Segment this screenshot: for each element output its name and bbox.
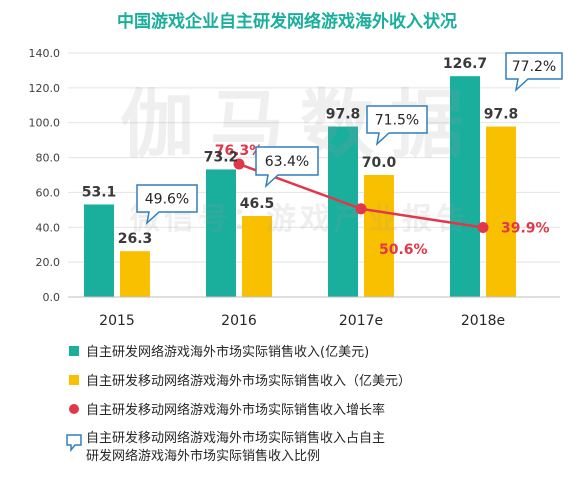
bar [84, 204, 114, 297]
bar [486, 126, 516, 297]
chart-title: 中国游戏企业自主研发网络游戏海外收入状况 [117, 11, 457, 32]
ratio-callout-box [136, 184, 198, 226]
growth-point [233, 158, 245, 170]
ratio-callout-box [255, 146, 319, 189]
y-tick-label: 60.0 [36, 186, 61, 199]
legend-label: 自主研发网络游戏海外市场实际销售收入(亿美元) [86, 344, 369, 360]
data-labels: 76.3% 50.6% 39.9% 53.1 73.2 97.8 126.7 26.3 46.5… [82, 56, 550, 258]
bar [120, 251, 150, 297]
y-tick-label: 140.0 [29, 47, 61, 60]
bar [450, 76, 480, 298]
x-tick-label: 2017e [339, 313, 383, 329]
growth-label: 76.3% [215, 143, 264, 159]
bar-value-label: 26.3 [118, 231, 153, 247]
x-tick-label: 2016 [221, 313, 257, 329]
legend-label: 研发网络游戏海外市场实际销售收入比例 [86, 448, 320, 464]
ratio-callout-label: 77.2% [512, 59, 556, 75]
growth-point [355, 203, 367, 215]
legend-label: 自主研发移动网络游戏海外市场实际销售收入增长率 [86, 402, 385, 418]
legend: 自主研发网络游戏海外市场实际销售收入(亿美元) 自主研发移动网络游戏海外市场实际销… [66, 344, 411, 464]
bar-value-label: 70.0 [362, 155, 397, 171]
ratio-callout-box [505, 52, 563, 93]
legend-swatch-bar-mobile [69, 375, 79, 385]
y-tick-label: 100.0 [29, 117, 61, 130]
y-tick-label: 80.0 [36, 152, 61, 165]
growth-point [477, 221, 489, 233]
axes: 0.0 20.0 40.0 60.0 80.0 100.0 120.0 140.0 2015 20… [29, 47, 560, 329]
bar [328, 126, 358, 297]
bar-value-label: 97.8 [484, 107, 519, 123]
bar [242, 215, 272, 297]
x-tick-label: 2015 [99, 313, 135, 329]
legend-label: 自主研发移动网络游戏海外市场实际销售收入占自主 [86, 430, 385, 446]
bar-value-label: 73.2 [204, 149, 239, 165]
bar-value-label: 126.7 [443, 56, 487, 72]
legend-swatch-growth [69, 404, 79, 414]
growth-label: 50.6% [379, 242, 428, 258]
y-tick-label: 0.0 [43, 291, 61, 304]
ratio-callout-label: 71.5% [375, 113, 419, 129]
y-tick-label: 120.0 [29, 82, 61, 95]
growth-line [233, 158, 489, 233]
y-tick-label: 40.0 [36, 221, 61, 234]
ratio-callout-label: 63.4% [265, 154, 309, 170]
ratio-callout-label: 49.6% [145, 192, 189, 208]
bar [364, 175, 394, 297]
legend-swatch-bar-total [69, 346, 79, 356]
legend-swatch-callout [66, 434, 82, 453]
bars [84, 76, 516, 298]
legend-label: 自主研发移动网络游戏海外市场实际销售收入（亿美元） [86, 373, 411, 389]
bar-value-label: 97.8 [326, 107, 361, 123]
bar [206, 169, 236, 297]
bar-value-label: 46.5 [240, 196, 275, 212]
growth-label: 39.9% [501, 220, 550, 236]
ratio-callouts: 49.6% 63.4% 71.5% 77.2% [136, 52, 563, 226]
x-tick-label: 2018e [461, 313, 505, 329]
ratio-callout-box [366, 105, 428, 147]
bar-value-label: 53.1 [82, 184, 117, 200]
y-tick-label: 20.0 [36, 256, 61, 269]
